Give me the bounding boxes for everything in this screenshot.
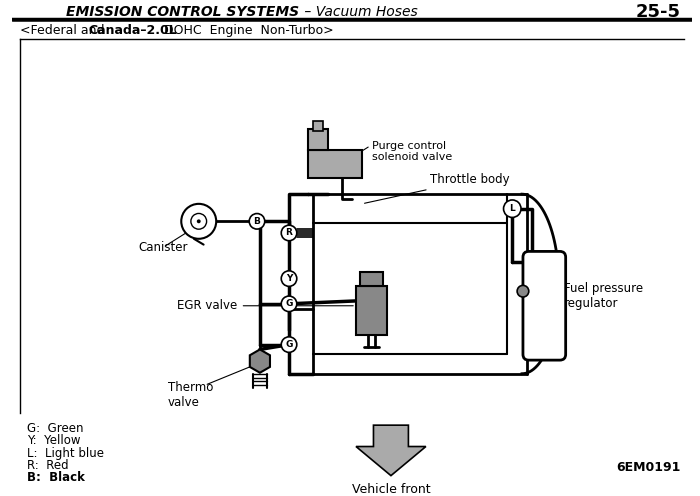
Text: EMISSION CONTROL SYSTEMS: EMISSION CONTROL SYSTEMS xyxy=(66,4,299,19)
Bar xyxy=(309,150,362,178)
Polygon shape xyxy=(356,425,426,476)
Text: G:  Green: G: Green xyxy=(27,422,83,435)
Circle shape xyxy=(181,204,216,239)
FancyBboxPatch shape xyxy=(523,251,566,360)
Text: Canister: Canister xyxy=(139,241,188,254)
Circle shape xyxy=(281,271,297,286)
Text: Fuel pressure
regulator: Fuel pressure regulator xyxy=(564,282,643,310)
Text: Throttle body: Throttle body xyxy=(430,173,510,186)
Bar xyxy=(356,286,387,335)
Circle shape xyxy=(281,225,297,241)
Bar xyxy=(314,122,323,131)
Bar xyxy=(360,272,383,286)
Text: Canada–2.0L: Canada–2.0L xyxy=(88,24,177,37)
Text: R: R xyxy=(286,229,293,238)
Circle shape xyxy=(249,214,265,229)
Text: Y:  Yellow: Y: Yellow xyxy=(27,434,80,447)
Text: B: B xyxy=(253,217,260,226)
Text: Purge control
solenoid valve: Purge control solenoid valve xyxy=(372,141,452,162)
Circle shape xyxy=(281,296,297,311)
Text: EGR valve: EGR valve xyxy=(177,299,237,312)
Text: – Vacuum Hoses: – Vacuum Hoses xyxy=(300,4,417,19)
Text: G: G xyxy=(286,299,293,309)
Circle shape xyxy=(503,200,521,217)
Text: L:  Light blue: L: Light blue xyxy=(27,446,104,459)
Text: R:  Red: R: Red xyxy=(27,459,69,472)
Text: Vehicle front: Vehicle front xyxy=(351,484,430,496)
Text: 25-5: 25-5 xyxy=(635,2,680,21)
Text: G: G xyxy=(286,340,293,349)
Circle shape xyxy=(281,337,297,352)
Circle shape xyxy=(517,285,528,297)
Text: Y: Y xyxy=(286,274,292,283)
Text: Thermo
valve: Thermo valve xyxy=(168,381,213,410)
Text: DOHC  Engine  Non-Turbo>: DOHC Engine Non-Turbo> xyxy=(156,24,334,37)
Text: B:  Black: B: Black xyxy=(27,471,85,484)
Bar xyxy=(309,129,328,150)
Text: <Federal and: <Federal and xyxy=(20,24,108,37)
Text: 6EM0191: 6EM0191 xyxy=(616,461,680,474)
Text: L: L xyxy=(510,204,515,213)
Polygon shape xyxy=(250,350,270,372)
Circle shape xyxy=(197,219,201,223)
